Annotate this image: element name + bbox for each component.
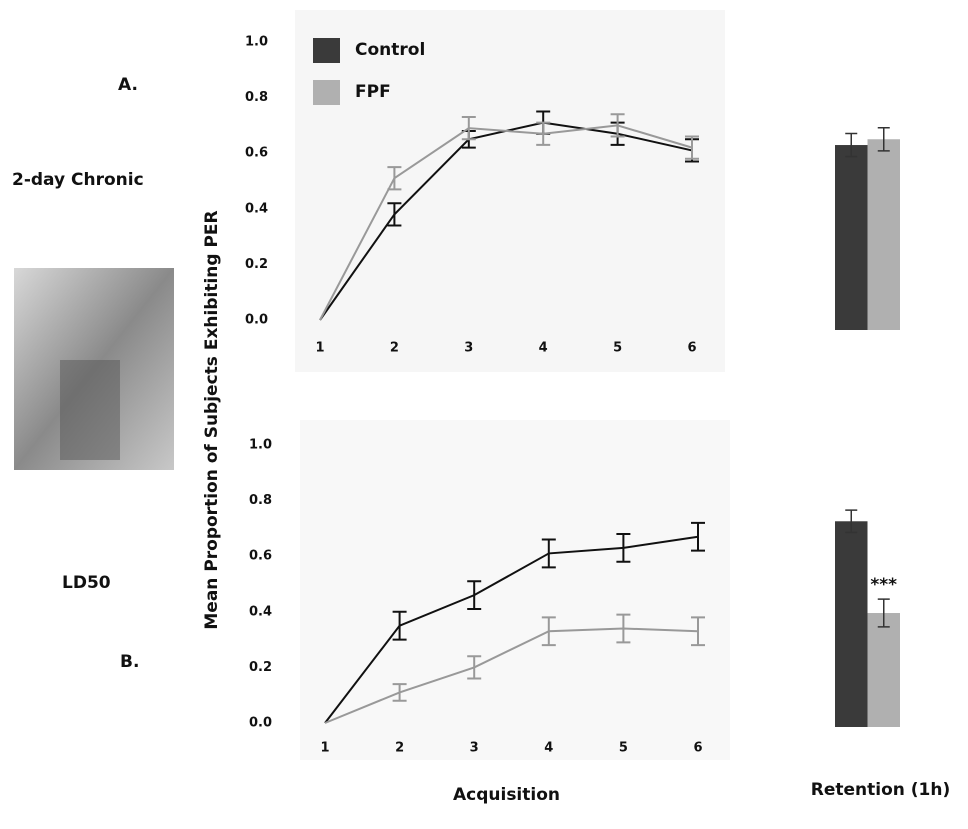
error-bar: [845, 509, 858, 534]
error-bar: [616, 613, 631, 644]
error-bar: [541, 616, 556, 647]
error-bar: [461, 116, 476, 141]
x-tick-label: 1: [315, 341, 324, 356]
panel-b-bg: [300, 420, 730, 760]
x-tick-label: 2: [395, 741, 404, 756]
legend-swatch: [313, 38, 340, 63]
annotation: ***: [870, 575, 897, 595]
bar: [835, 521, 868, 727]
series-line: [324, 627, 699, 724]
y-tick-label: 0.6: [249, 549, 272, 564]
panel-a-bg: [295, 10, 725, 372]
y-tick-label: 1.0: [249, 438, 272, 453]
error-bar: [536, 121, 551, 146]
panel-label: A.: [118, 75, 138, 95]
x-tick-label: 6: [687, 341, 696, 356]
x-tick-label: 5: [619, 741, 628, 756]
error-bar: [877, 126, 890, 152]
panel-label: B.: [120, 652, 139, 672]
panel-subtitle: LD50: [62, 573, 111, 593]
y-tick-label: 0.2: [245, 257, 268, 272]
panel-subtitle: 2-day Chronic: [12, 170, 144, 190]
y-tick-label: 0.0: [249, 716, 272, 731]
error-bar: [691, 521, 705, 552]
y-tick-label: 0.0: [245, 313, 268, 328]
error-bar: [541, 538, 556, 569]
error-bar: [392, 683, 407, 702]
series-line: [324, 535, 699, 724]
y-axis-label: Mean Proportion of Subjects Exhibiting P…: [202, 210, 222, 629]
error-bar: [387, 166, 402, 191]
legend-label: Control: [355, 40, 425, 60]
x-axis-label: Retention (1h): [811, 780, 951, 800]
bar: [867, 613, 900, 727]
y-tick-label: 0.2: [249, 660, 272, 675]
x-tick-label: 3: [470, 741, 479, 756]
series-line: [319, 124, 693, 321]
x-tick-label: 5: [613, 341, 622, 356]
error-bar: [845, 132, 858, 158]
x-axis-label: Acquisition: [453, 785, 560, 805]
error-bar: [387, 202, 402, 227]
y-tick-label: 0.8: [249, 493, 272, 508]
error-bar: [685, 135, 699, 160]
y-tick-label: 0.4: [249, 604, 272, 619]
x-tick-label: 1: [320, 741, 329, 756]
legend-swatch: [313, 80, 340, 105]
y-tick-label: 0.6: [245, 146, 268, 161]
x-tick-label: 2: [390, 341, 399, 356]
x-tick-label: 3: [464, 341, 473, 356]
bar: [867, 139, 900, 330]
x-tick-label: 4: [539, 341, 548, 356]
x-tick-label: 6: [693, 741, 702, 756]
y-tick-label: 1.0: [245, 35, 268, 50]
y-tick-label: 0.4: [245, 201, 268, 216]
y-tick-label: 0.8: [245, 90, 268, 105]
error-bar: [467, 580, 482, 611]
error-bar: [610, 113, 625, 138]
bar: [835, 145, 868, 330]
error-bar: [877, 598, 890, 628]
bee-photo-detail: [60, 360, 120, 460]
error-bar: [616, 532, 631, 563]
error-bar: [467, 655, 482, 680]
error-bar: [392, 610, 407, 641]
x-tick-label: 4: [544, 741, 553, 756]
legend-label: FPF: [355, 82, 391, 102]
error-bar: [691, 616, 705, 647]
